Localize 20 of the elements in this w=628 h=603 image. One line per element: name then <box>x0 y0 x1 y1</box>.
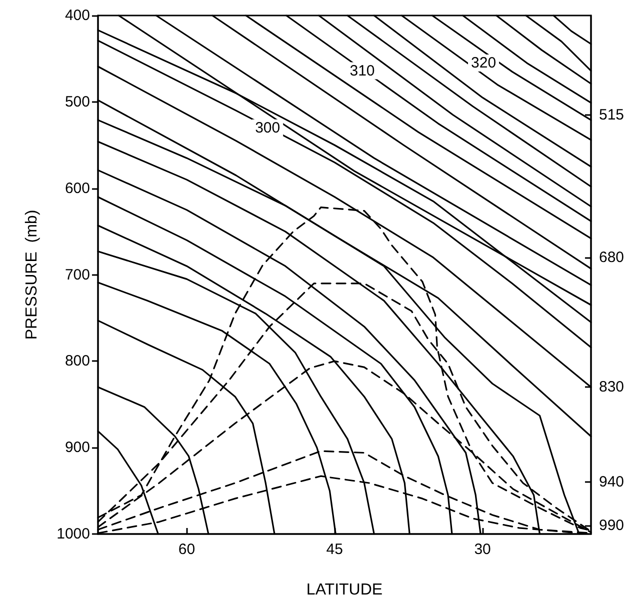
y-tick-label: 900 <box>64 439 90 456</box>
y-tick-label: 1000 <box>56 526 90 542</box>
y-tick-label: 700 <box>64 266 90 284</box>
x-tick-label: 60 <box>178 541 196 558</box>
x-tick-label: 30 <box>474 541 491 558</box>
y-tick-label: 600 <box>64 180 90 197</box>
x-tick-label: 45 <box>326 541 343 558</box>
y2-tick-label: 990 <box>599 516 624 534</box>
x-axis-title: LATITUDE <box>306 582 383 598</box>
y2-tick-label: 515 <box>599 106 624 124</box>
y-tick-label: 800 <box>64 352 90 370</box>
y2-tick-label: 680 <box>599 248 624 266</box>
y-axis-title: PRESSURE (mb) <box>24 210 40 340</box>
y2-tick-label: 940 <box>599 474 624 491</box>
y2-tick-label: 830 <box>599 378 624 396</box>
annotation: 300 <box>255 119 280 136</box>
y-tick-label: 400 <box>64 7 90 24</box>
annotation: 310 <box>350 62 375 80</box>
y-tick-label: 500 <box>64 93 90 110</box>
annotation: 320 <box>471 54 496 72</box>
